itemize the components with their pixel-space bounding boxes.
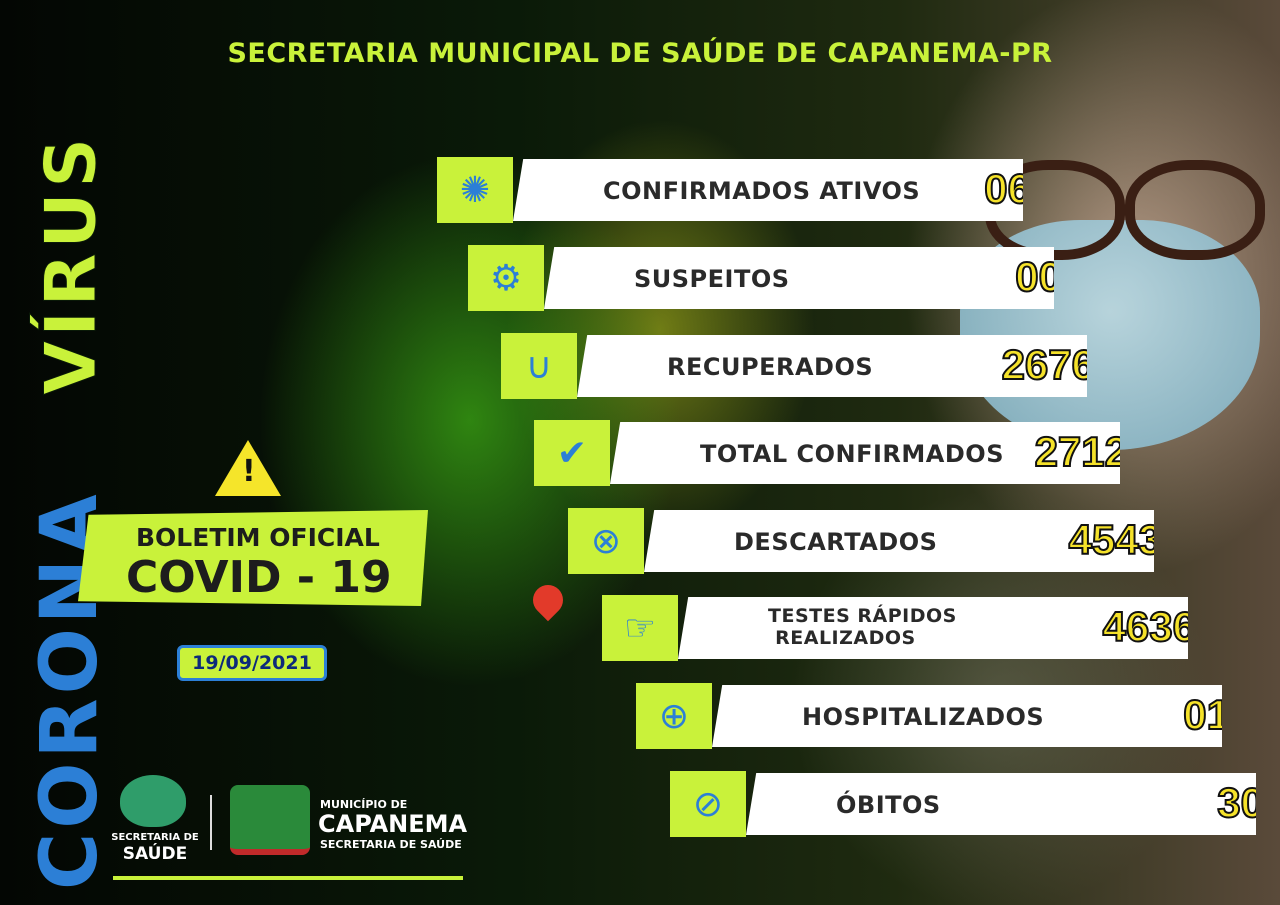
bulletin-line2: COVID - 19 (126, 552, 392, 603)
stat-label: ÓBITOS (836, 791, 941, 819)
stat-value: 2712 (1034, 427, 1128, 476)
stat-label-line2: REALIZADOS (775, 627, 916, 649)
prohibited-icon: ⊘ (670, 771, 746, 837)
municipio-line2: CAPANEMA (318, 810, 468, 838)
x-circle-icon: ⊗ (568, 508, 644, 574)
stat-value: 00 (1014, 252, 1062, 301)
stat-label: CONFIRMADOS ATIVOS (603, 177, 921, 205)
page-title: SECRETARIA MUNICIPAL DE SAÚDE DE CAPANEM… (227, 38, 1053, 69)
glasses-right (1125, 160, 1265, 260)
saude-logo-line1: SECRETARIA DE (111, 832, 199, 843)
bulletin-line1: BOLETIM OFICIAL (136, 523, 380, 552)
gears-search-icon: ⚙ (468, 245, 544, 311)
stat-label: RECUPERADOS (667, 353, 874, 381)
stat-label-line1: TESTES RÁPIDOS (768, 605, 957, 627)
warning-icon: ! (215, 440, 281, 496)
stat-value: 01 (1182, 690, 1230, 739)
stat-value: 06 (983, 164, 1031, 213)
stat-label: TESTES RÁPIDOS REALIZADOS (768, 605, 957, 649)
stat-value: 4636 (1102, 602, 1196, 651)
bulletin-banner: BOLETIM OFICIAL COVID - 19 (78, 510, 428, 606)
virus-text: VÍRUS (30, 133, 113, 395)
footer-line (113, 876, 463, 880)
stat-label: HOSPITALIZADOS (802, 703, 1045, 731)
virus-icon: ✺ (437, 157, 513, 223)
divider (210, 795, 212, 850)
stat-label: SUSPEITOS (634, 265, 790, 293)
hospital-pin-icon: ⊕ (636, 683, 712, 749)
stat-value: 30 (1216, 778, 1264, 827)
municipio-line3: SECRETARIA DE SAÚDE (320, 838, 462, 851)
saude-logo-line2: SAÚDE (122, 844, 188, 864)
stat-value: 4543 (1068, 515, 1162, 564)
stat-value: 2676 (1001, 340, 1095, 389)
capanema-crest-logo (230, 785, 310, 855)
stat-label: TOTAL CONFIRMADOS (700, 440, 1004, 468)
municipio-line1: MUNICÍPIO DE (320, 798, 408, 811)
bulletin-date: 19/09/2021 (177, 645, 327, 681)
stat-label: DESCARTADOS (734, 528, 938, 556)
stethoscope-icon: ∪ (501, 333, 577, 399)
saude-heart-logo (120, 775, 186, 827)
check-circle-icon: ✔ (534, 420, 610, 486)
finger-test-icon: ☞ (602, 595, 678, 661)
